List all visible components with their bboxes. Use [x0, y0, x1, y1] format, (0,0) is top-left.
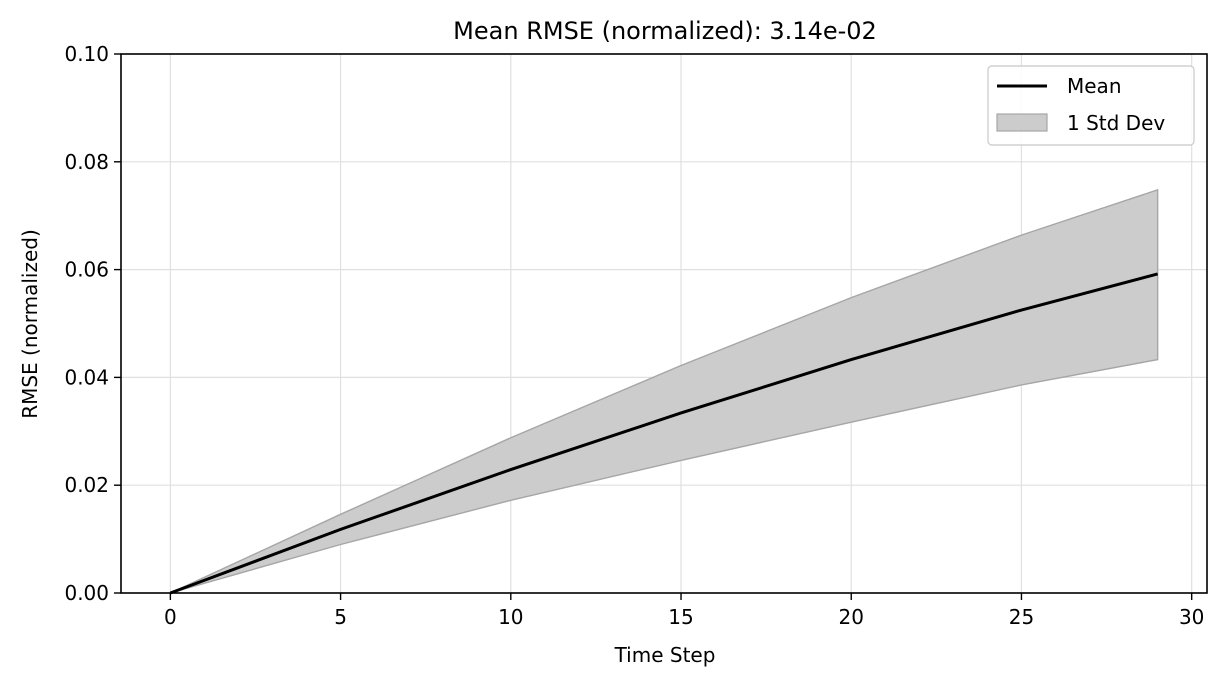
std-dev-band-layer	[170, 188, 1159, 594]
x-tick-label: 0	[164, 605, 177, 629]
mean-line	[169, 272, 1159, 595]
x-tick-label: 30	[1179, 605, 1204, 629]
y-tick-label: 0.06	[64, 258, 109, 282]
y-axis-label: RMSE (normalized)	[18, 229, 42, 419]
x-tick-label: 25	[1009, 605, 1034, 629]
x-axis-label: Time Step	[614, 643, 716, 667]
legend-band-swatch	[996, 113, 1048, 132]
chart-title: Mean RMSE (normalized): 3.14e-02	[453, 17, 877, 45]
ticks: 0 5 10 15 20 25 30 0.00 0.02 0.04 0.06 0.08 0.10	[64, 42, 1204, 629]
std-dev-band	[170, 188, 1159, 594]
y-tick-label: 0.08	[64, 150, 109, 174]
x-tick-label: 15	[668, 605, 693, 629]
mean-line-layer	[169, 272, 1159, 595]
x-tick-label: 20	[839, 605, 864, 629]
y-tick-label: 0.04	[64, 365, 109, 389]
y-tick-label: 0.00	[64, 581, 109, 605]
x-tick-label: 5	[334, 605, 347, 629]
legend-mean-label: Mean	[1067, 74, 1122, 98]
plot-frame	[120, 53, 1208, 594]
legend-band-label: 1 Std Dev	[1067, 111, 1165, 135]
y-tick-label: 0.02	[64, 473, 109, 497]
x-tick-label: 10	[498, 605, 523, 629]
legend: Mean 1 Std Dev	[987, 65, 1195, 146]
y-tick-label: 0.10	[64, 42, 109, 66]
